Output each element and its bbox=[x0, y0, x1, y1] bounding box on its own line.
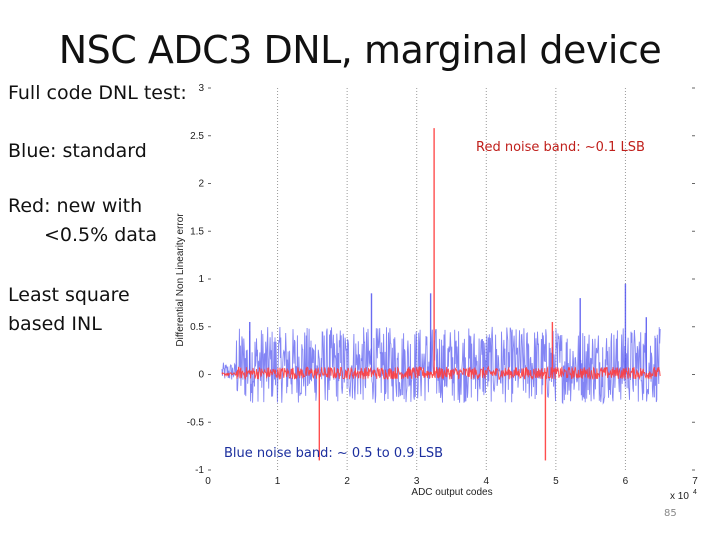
x-axis-label: ADC output codes bbox=[411, 487, 492, 498]
x-tick-label: 2 bbox=[344, 476, 350, 487]
blue-noise-annotation: Blue noise band: ~ 0.5 to 0.9 LSB bbox=[224, 446, 443, 461]
y-tick-label: 2 bbox=[198, 179, 204, 190]
x-tick-label: 4 bbox=[484, 476, 490, 487]
x-tick-label: 0 bbox=[205, 476, 211, 487]
axis-ticks: 0 1 2 3 4 5 6 7 -1 -0.5 0 0.5 1 1.5 2 2.5 3 bbox=[187, 83, 698, 487]
note-inl: based INL bbox=[8, 313, 102, 335]
blue-series bbox=[221, 283, 661, 405]
x-tick-label: 7 bbox=[692, 476, 698, 487]
y-tick-label: 0.5 bbox=[190, 322, 204, 333]
slide-title: NSC ADC3 DNL, marginal device bbox=[58, 28, 662, 72]
chart-grid bbox=[208, 87, 695, 471]
x-tick-label: 1 bbox=[275, 476, 281, 487]
note-red-new: Red: new with bbox=[8, 195, 143, 217]
x-multiplier-exponent: 4 bbox=[693, 489, 697, 496]
y-tick-label: 3 bbox=[198, 83, 204, 94]
y-tick-label: -0.5 bbox=[187, 417, 205, 428]
y-tick-label: 0 bbox=[198, 370, 204, 381]
note-blue-standard: Blue: standard bbox=[8, 140, 147, 162]
red-noise-annotation: Red noise band: ~0.1 LSB bbox=[476, 140, 645, 155]
page-number: 85 bbox=[664, 508, 677, 519]
y-tick-label: 1.5 bbox=[190, 226, 204, 237]
x-tick-label: 6 bbox=[623, 476, 629, 487]
red-series-line bbox=[221, 365, 661, 381]
y-tick-label: 1 bbox=[198, 274, 204, 285]
x-tick-label: 3 bbox=[414, 476, 420, 487]
note-full-code: Full code DNL test: bbox=[8, 82, 187, 104]
y-tick-label: -1 bbox=[195, 465, 204, 476]
note-least-square: Least square bbox=[8, 284, 130, 306]
x-multiplier-label: x 10 bbox=[670, 491, 689, 502]
x-tick-label: 5 bbox=[553, 476, 559, 487]
y-tick-label: 2.5 bbox=[190, 131, 204, 142]
red-series bbox=[221, 128, 661, 461]
note-red-data: <0.5% data bbox=[44, 224, 158, 246]
blue-series-line bbox=[221, 326, 661, 405]
y-axis-label: Differential Non Linearity error bbox=[175, 213, 186, 347]
